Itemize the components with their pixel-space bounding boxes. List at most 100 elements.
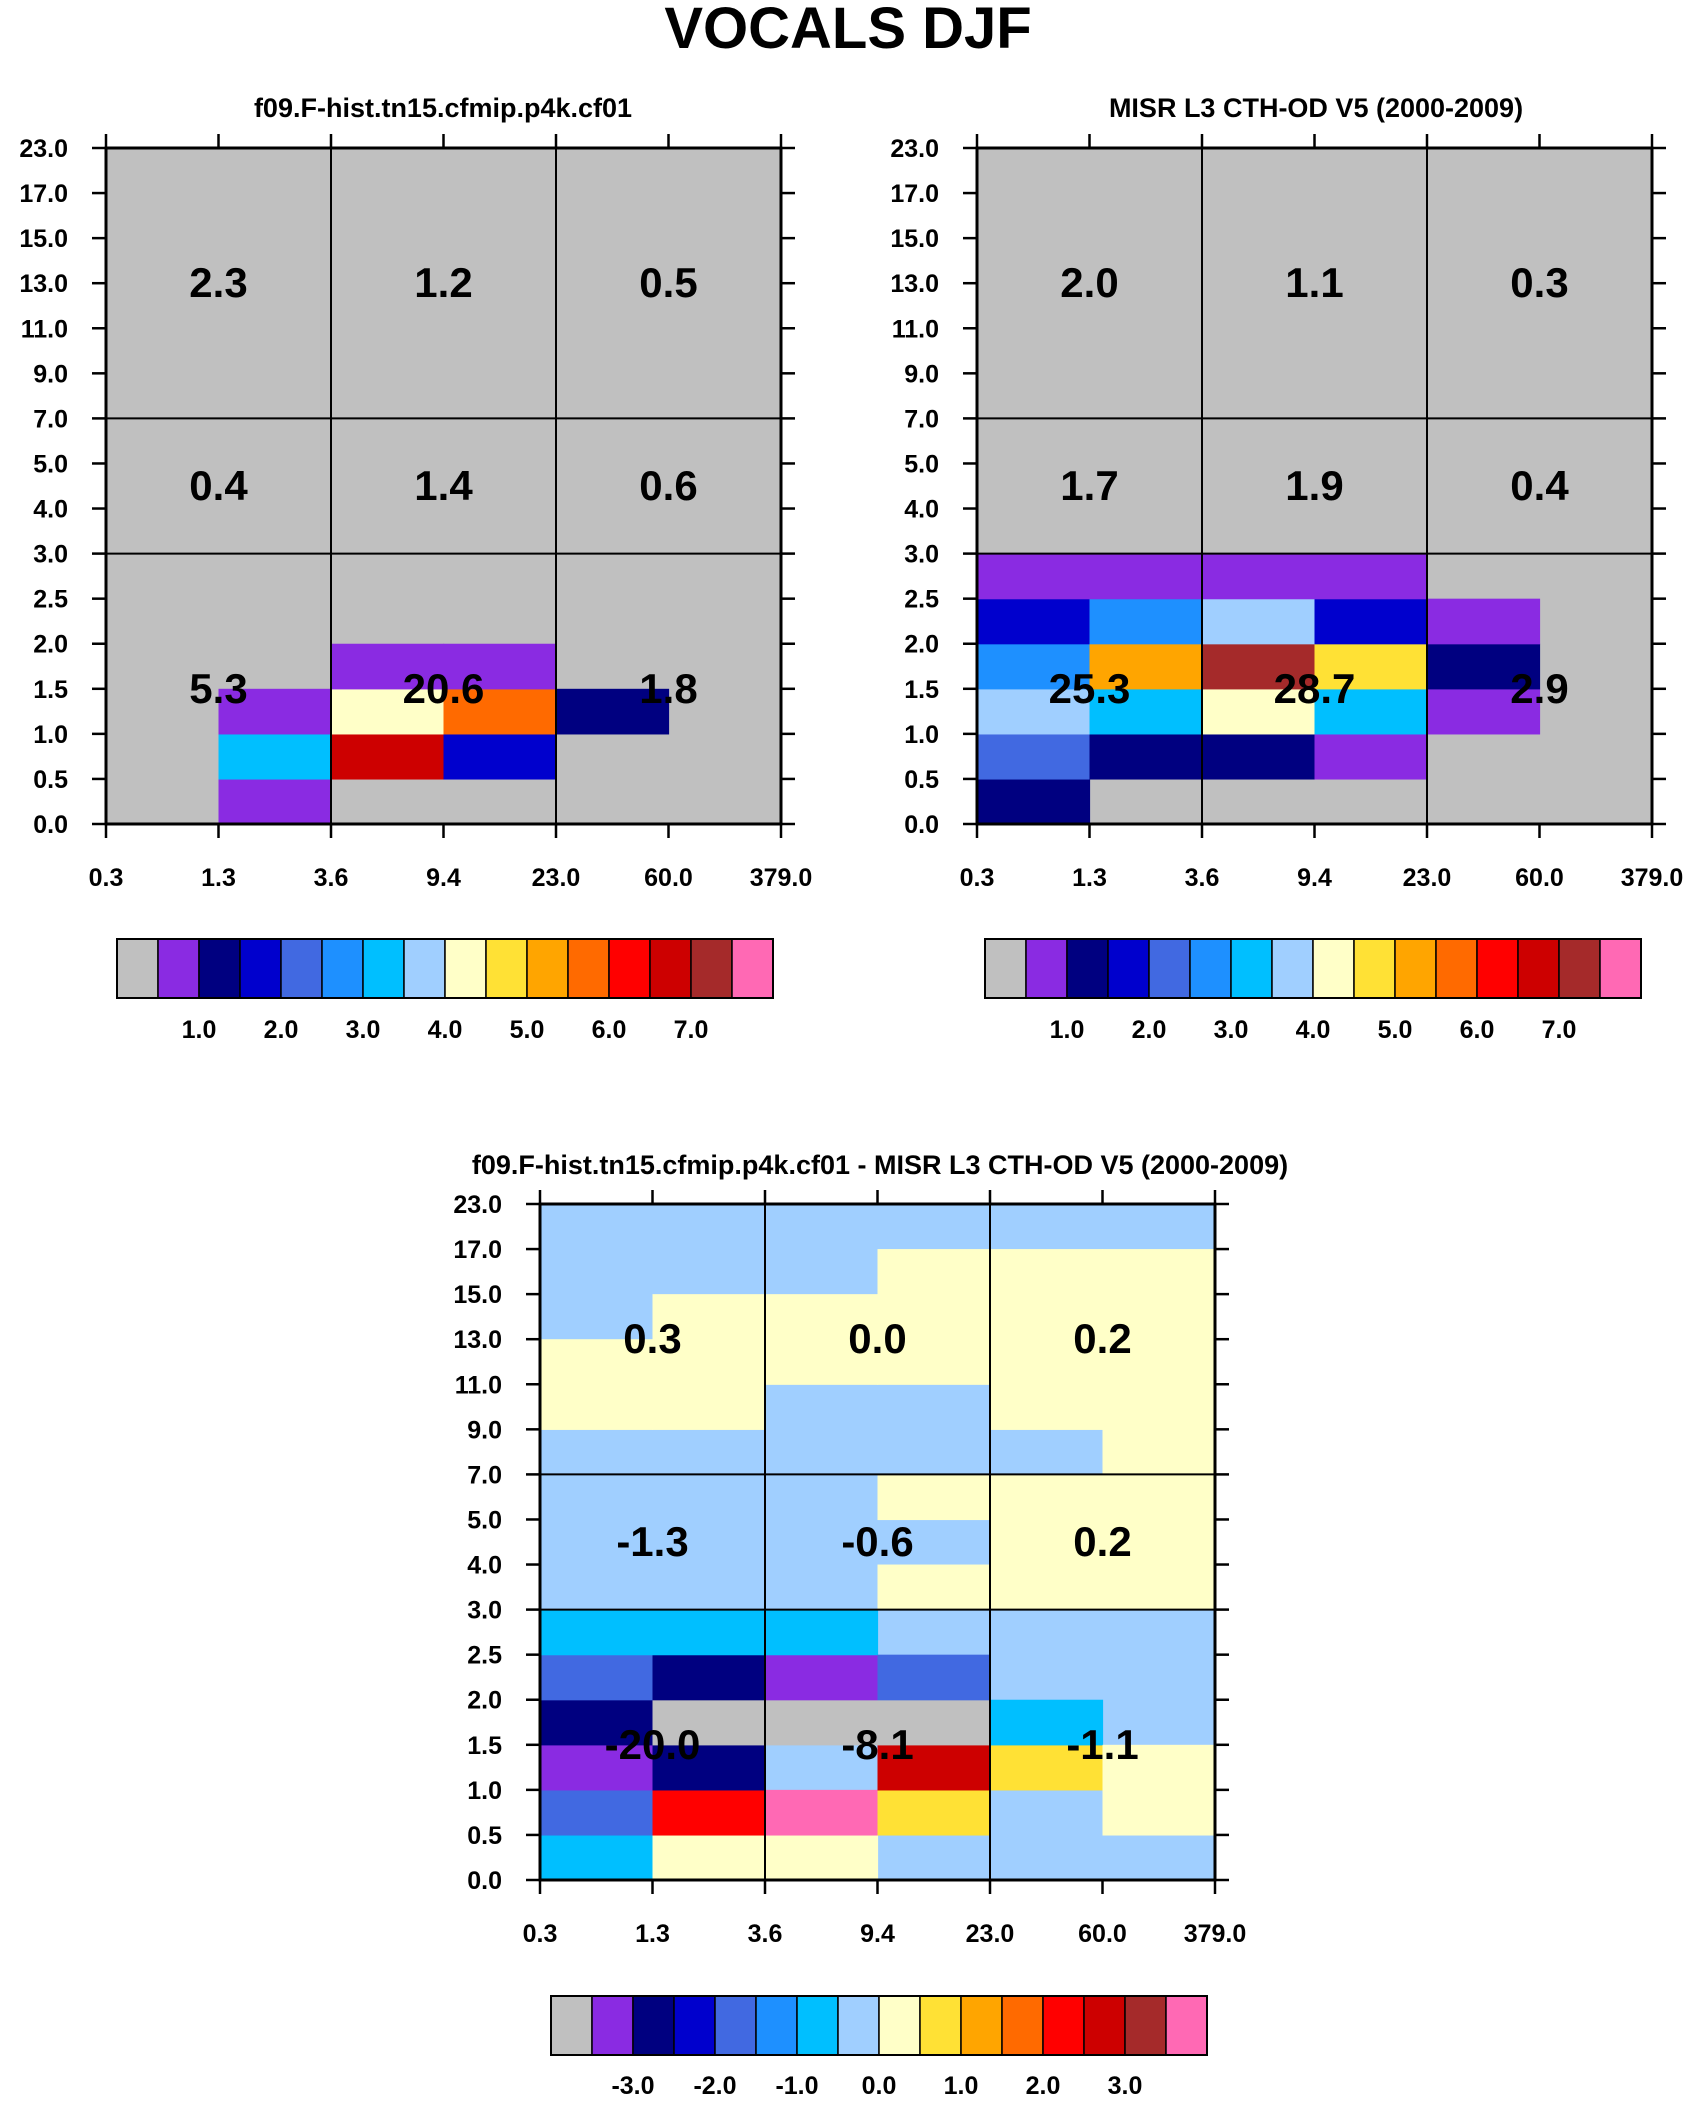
x-tick-label: 60.0	[644, 864, 693, 892]
x-tick-label: 9.4	[860, 1920, 895, 1948]
x-tick-label: 379.0	[1184, 1920, 1247, 1948]
heatmap-cell-44	[1102, 1564, 1216, 1611]
x-tick-label: 0.3	[89, 864, 124, 892]
heatmap-cell-6	[540, 1384, 654, 1430]
heatmap-cell-20	[1314, 553, 1428, 600]
heatmap-cell-16	[652, 1294, 766, 1340]
region-value-label: 28.7	[1274, 665, 1356, 712]
colorbar-label: 1.0	[944, 2072, 979, 2100]
colorbar-swatch	[919, 1995, 962, 2056]
y-tick-label: 2.0	[33, 631, 68, 659]
y-tick-label: 11.0	[21, 315, 68, 343]
panel-observation-title: MISR L3 CTH-OD V5 (2000-2009)	[1109, 93, 1523, 123]
heatmap-cell-45	[1102, 1519, 1216, 1566]
heatmap-cell-7	[443, 688, 557, 735]
heatmap-cell-50	[1102, 1294, 1216, 1340]
heatmap-cell-9	[652, 1789, 766, 1836]
colorbar-swatch	[1558, 938, 1601, 999]
heatmap-cell-34	[990, 1699, 1104, 1746]
colorbar-swatch	[362, 938, 405, 999]
colorbar-swatch	[1165, 1995, 1208, 2056]
y-tick-label: 15.0	[19, 225, 68, 253]
colorbar-label: 2.0	[1132, 1016, 1167, 1044]
heatmap-cell-9	[556, 688, 670, 735]
y-tick-label: 1.5	[467, 1732, 502, 1760]
colorbar-swatch	[673, 1995, 716, 2056]
heatmap-cell-38	[990, 1384, 1104, 1430]
y-tick-label: 0.5	[904, 766, 939, 794]
y-tick-label: 4.0	[467, 1552, 502, 1580]
heatmap-cell-46	[1102, 1474, 1216, 1521]
region-value-label: 2.9	[1510, 665, 1568, 712]
y-tick-label: 1.0	[904, 721, 939, 749]
colorbar-swatch	[1312, 938, 1355, 999]
heatmap-cell-28	[877, 1564, 991, 1611]
colorbar-label: 0.0	[862, 2072, 897, 2100]
heatmap-cell-30	[877, 1339, 991, 1385]
heatmap-cell-19	[765, 1699, 879, 1746]
y-tick-label: 1.5	[33, 676, 68, 704]
colorbar-swatch	[1148, 938, 1191, 999]
colorbar-label: 2.0	[1026, 2072, 1061, 2100]
heatmap-cell-22	[765, 1339, 879, 1385]
panel-model: f09.F-hist.tn15.cfmip.p4k.cf01 0.0 0.5 1.0…	[19, 93, 812, 1044]
region-value-label: -1.3	[616, 1518, 688, 1565]
y-tick-label: 17.0	[19, 180, 68, 208]
y-tick-label: 2.5	[467, 1642, 502, 1670]
heatmap-cell-43	[1102, 1744, 1216, 1791]
heatmap-cell-3	[331, 733, 445, 780]
region-value-label: 1.7	[1060, 462, 1118, 509]
colorbar-swatch	[1107, 938, 1150, 999]
colorbar-swatch	[1394, 938, 1437, 999]
heatmap-cell-1	[540, 1789, 654, 1836]
y-tick-label: 23.0	[890, 135, 939, 163]
heatmap-cell-5	[540, 1609, 654, 1656]
heatmap-cell-13	[652, 1609, 766, 1656]
y-tick-label: 11.0	[455, 1371, 502, 1399]
heatmap-cell-6	[443, 733, 557, 780]
y-tick-label: 1.0	[467, 1777, 502, 1805]
panel-difference-title: f09.F-hist.tn15.cfmip.p4k.cf01 - MISR L3…	[472, 1150, 1288, 1180]
heatmap-cell-20	[765, 1654, 879, 1701]
region-value-label: 0.6	[639, 462, 697, 509]
y-tick-label: 3.0	[33, 541, 68, 569]
colorbar-swatch	[960, 1995, 1003, 2056]
y-tick-label: 5.0	[467, 1506, 502, 1534]
y-tick-label: 0.0	[33, 811, 68, 839]
y-tick-label: 15.0	[453, 1281, 502, 1309]
heatmap-cell-9	[1089, 598, 1203, 645]
colorbar-swatch	[526, 938, 569, 999]
colorbar-label: -1.0	[775, 2072, 818, 2100]
x-tick-label: 23.0	[966, 1920, 1015, 1948]
region-value-label: 0.5	[639, 259, 697, 306]
heatmap-cell-8	[1089, 643, 1203, 690]
region-value-label: 0.3	[623, 1315, 681, 1362]
region-value-label: -8.1	[841, 1721, 913, 1768]
region-value-label: 0.2	[1073, 1518, 1131, 1565]
heatmap-cell-21	[765, 1609, 879, 1656]
heatmap-cell-36	[990, 1519, 1104, 1566]
colorbar-swatch	[1517, 938, 1560, 999]
heatmap-cell-25	[877, 1744, 991, 1791]
region-value-label: 0.3	[1510, 259, 1568, 306]
heatmap-cell-48	[1102, 1384, 1216, 1430]
region-value-label: -20.0	[605, 1721, 701, 1768]
heatmap-cell-7	[1089, 688, 1203, 735]
colorbar-swatch	[1124, 1995, 1167, 2056]
heatmap-cell-23	[1427, 598, 1541, 645]
colorbar-swatch	[444, 938, 487, 999]
panel-model-title: f09.F-hist.tn15.cfmip.p4k.cf01	[254, 93, 632, 123]
colorbar-swatch	[1042, 1995, 1085, 2056]
x-tick-label: 3.6	[1185, 864, 1220, 892]
heatmap-cell-17	[765, 1834, 879, 1881]
region-value-label: 2.3	[189, 259, 247, 306]
colorbar-swatch	[690, 938, 733, 999]
heatmap-cell-1	[218, 733, 332, 780]
y-tick-label: 4.0	[33, 496, 68, 524]
y-tick-label: 11.0	[892, 315, 939, 343]
region-value-label: 0.4	[189, 462, 248, 509]
y-tick-label: 7.0	[467, 1461, 502, 1489]
region-value-label: 0.2	[1073, 1315, 1131, 1362]
colorbar-label: 6.0	[1460, 1016, 1495, 1044]
colorbar-swatch	[1599, 938, 1642, 999]
